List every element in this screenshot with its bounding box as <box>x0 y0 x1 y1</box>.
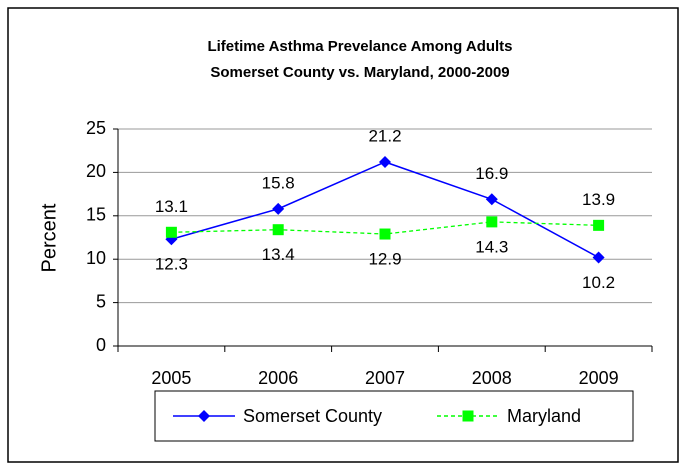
data-label: 10.2 <box>582 273 615 292</box>
x-tick-label: 2008 <box>472 368 512 388</box>
data-label: 13.1 <box>155 197 188 216</box>
data-point <box>593 219 605 231</box>
data-point <box>486 216 498 228</box>
x-tick-label: 2006 <box>258 368 298 388</box>
chart-title: Lifetime Asthma Prevelance Among Adults <box>207 38 512 55</box>
legend-marker <box>198 410 210 422</box>
data-label: 12.3 <box>155 255 188 274</box>
data-point <box>272 224 284 236</box>
legend-marker <box>462 410 474 422</box>
data-label: 21.2 <box>368 126 401 145</box>
data-point <box>165 226 177 238</box>
data-point <box>485 193 498 206</box>
data-label: 16.9 <box>475 164 508 183</box>
data-label: 15.8 <box>262 173 295 192</box>
y-tick-label: 25 <box>86 118 106 138</box>
data-label: 13.4 <box>262 245 295 264</box>
x-tick-label: 2005 <box>151 368 191 388</box>
y-axis-label: Percent <box>38 203 60 272</box>
y-tick-label: 10 <box>86 248 106 268</box>
y-tick-label: 5 <box>96 291 106 311</box>
y-tick-label: 0 <box>96 335 106 355</box>
y-tick-label: 15 <box>86 205 106 225</box>
data-point <box>379 228 391 240</box>
data-label: 14.3 <box>475 237 508 256</box>
legend-label: Somerset County <box>243 406 382 426</box>
x-tick-label: 2007 <box>365 368 405 388</box>
x-tick-label: 2009 <box>579 368 619 388</box>
data-point <box>592 251 605 264</box>
chart-border <box>7 7 679 463</box>
data-label: 12.9 <box>368 250 401 269</box>
y-tick-label: 20 <box>86 161 106 181</box>
data-point <box>379 155 391 168</box>
legend-label: Maryland <box>507 406 581 426</box>
chart-title: Somerset County vs. Maryland, 2000-2009 <box>210 64 509 81</box>
data-point <box>272 202 285 215</box>
data-label: 13.9 <box>582 190 615 209</box>
